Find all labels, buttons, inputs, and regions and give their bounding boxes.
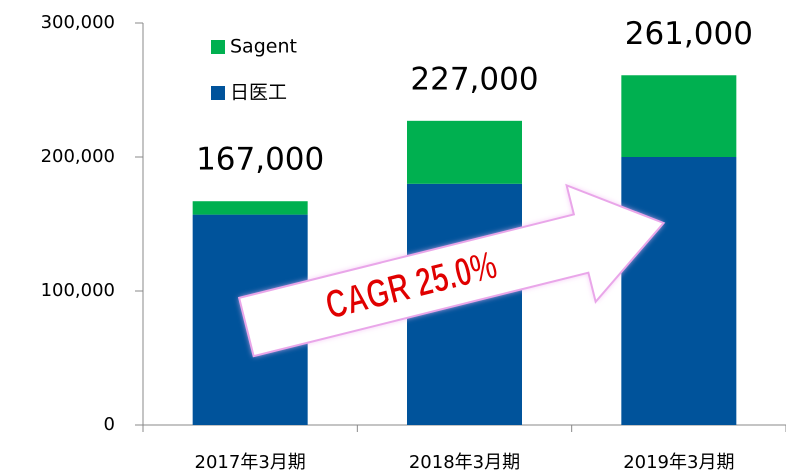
arrow: [237, 183, 666, 358]
bar-segment: [407, 120, 522, 184]
x-tick-label: 2018年3月期: [409, 452, 520, 473]
total-label: 167,000: [196, 142, 324, 178]
x-tick-label: 2019年3月期: [623, 452, 734, 473]
legend-swatch: [211, 40, 225, 54]
legend-label: 日医工: [230, 82, 287, 104]
bar-segment: [192, 201, 308, 215]
plot-area: 0 100,000 200,000 300,000 2017年3月期 167,000 201…: [41, 12, 786, 473]
legend-swatch: [211, 86, 225, 100]
x-tick-label: 2017年3月期: [195, 452, 306, 473]
bar-segment: [621, 157, 737, 425]
y-tick-label: 0: [104, 414, 115, 435]
y-tick-label: 300,000: [41, 12, 115, 33]
y-tick-label: 100,000: [41, 280, 115, 301]
total-label: 227,000: [410, 61, 538, 97]
legend-label: Sagent: [230, 36, 297, 58]
total-label: 261,000: [625, 16, 753, 52]
y-tick-label: 200,000: [41, 146, 115, 167]
bar-segment: [621, 75, 737, 157]
